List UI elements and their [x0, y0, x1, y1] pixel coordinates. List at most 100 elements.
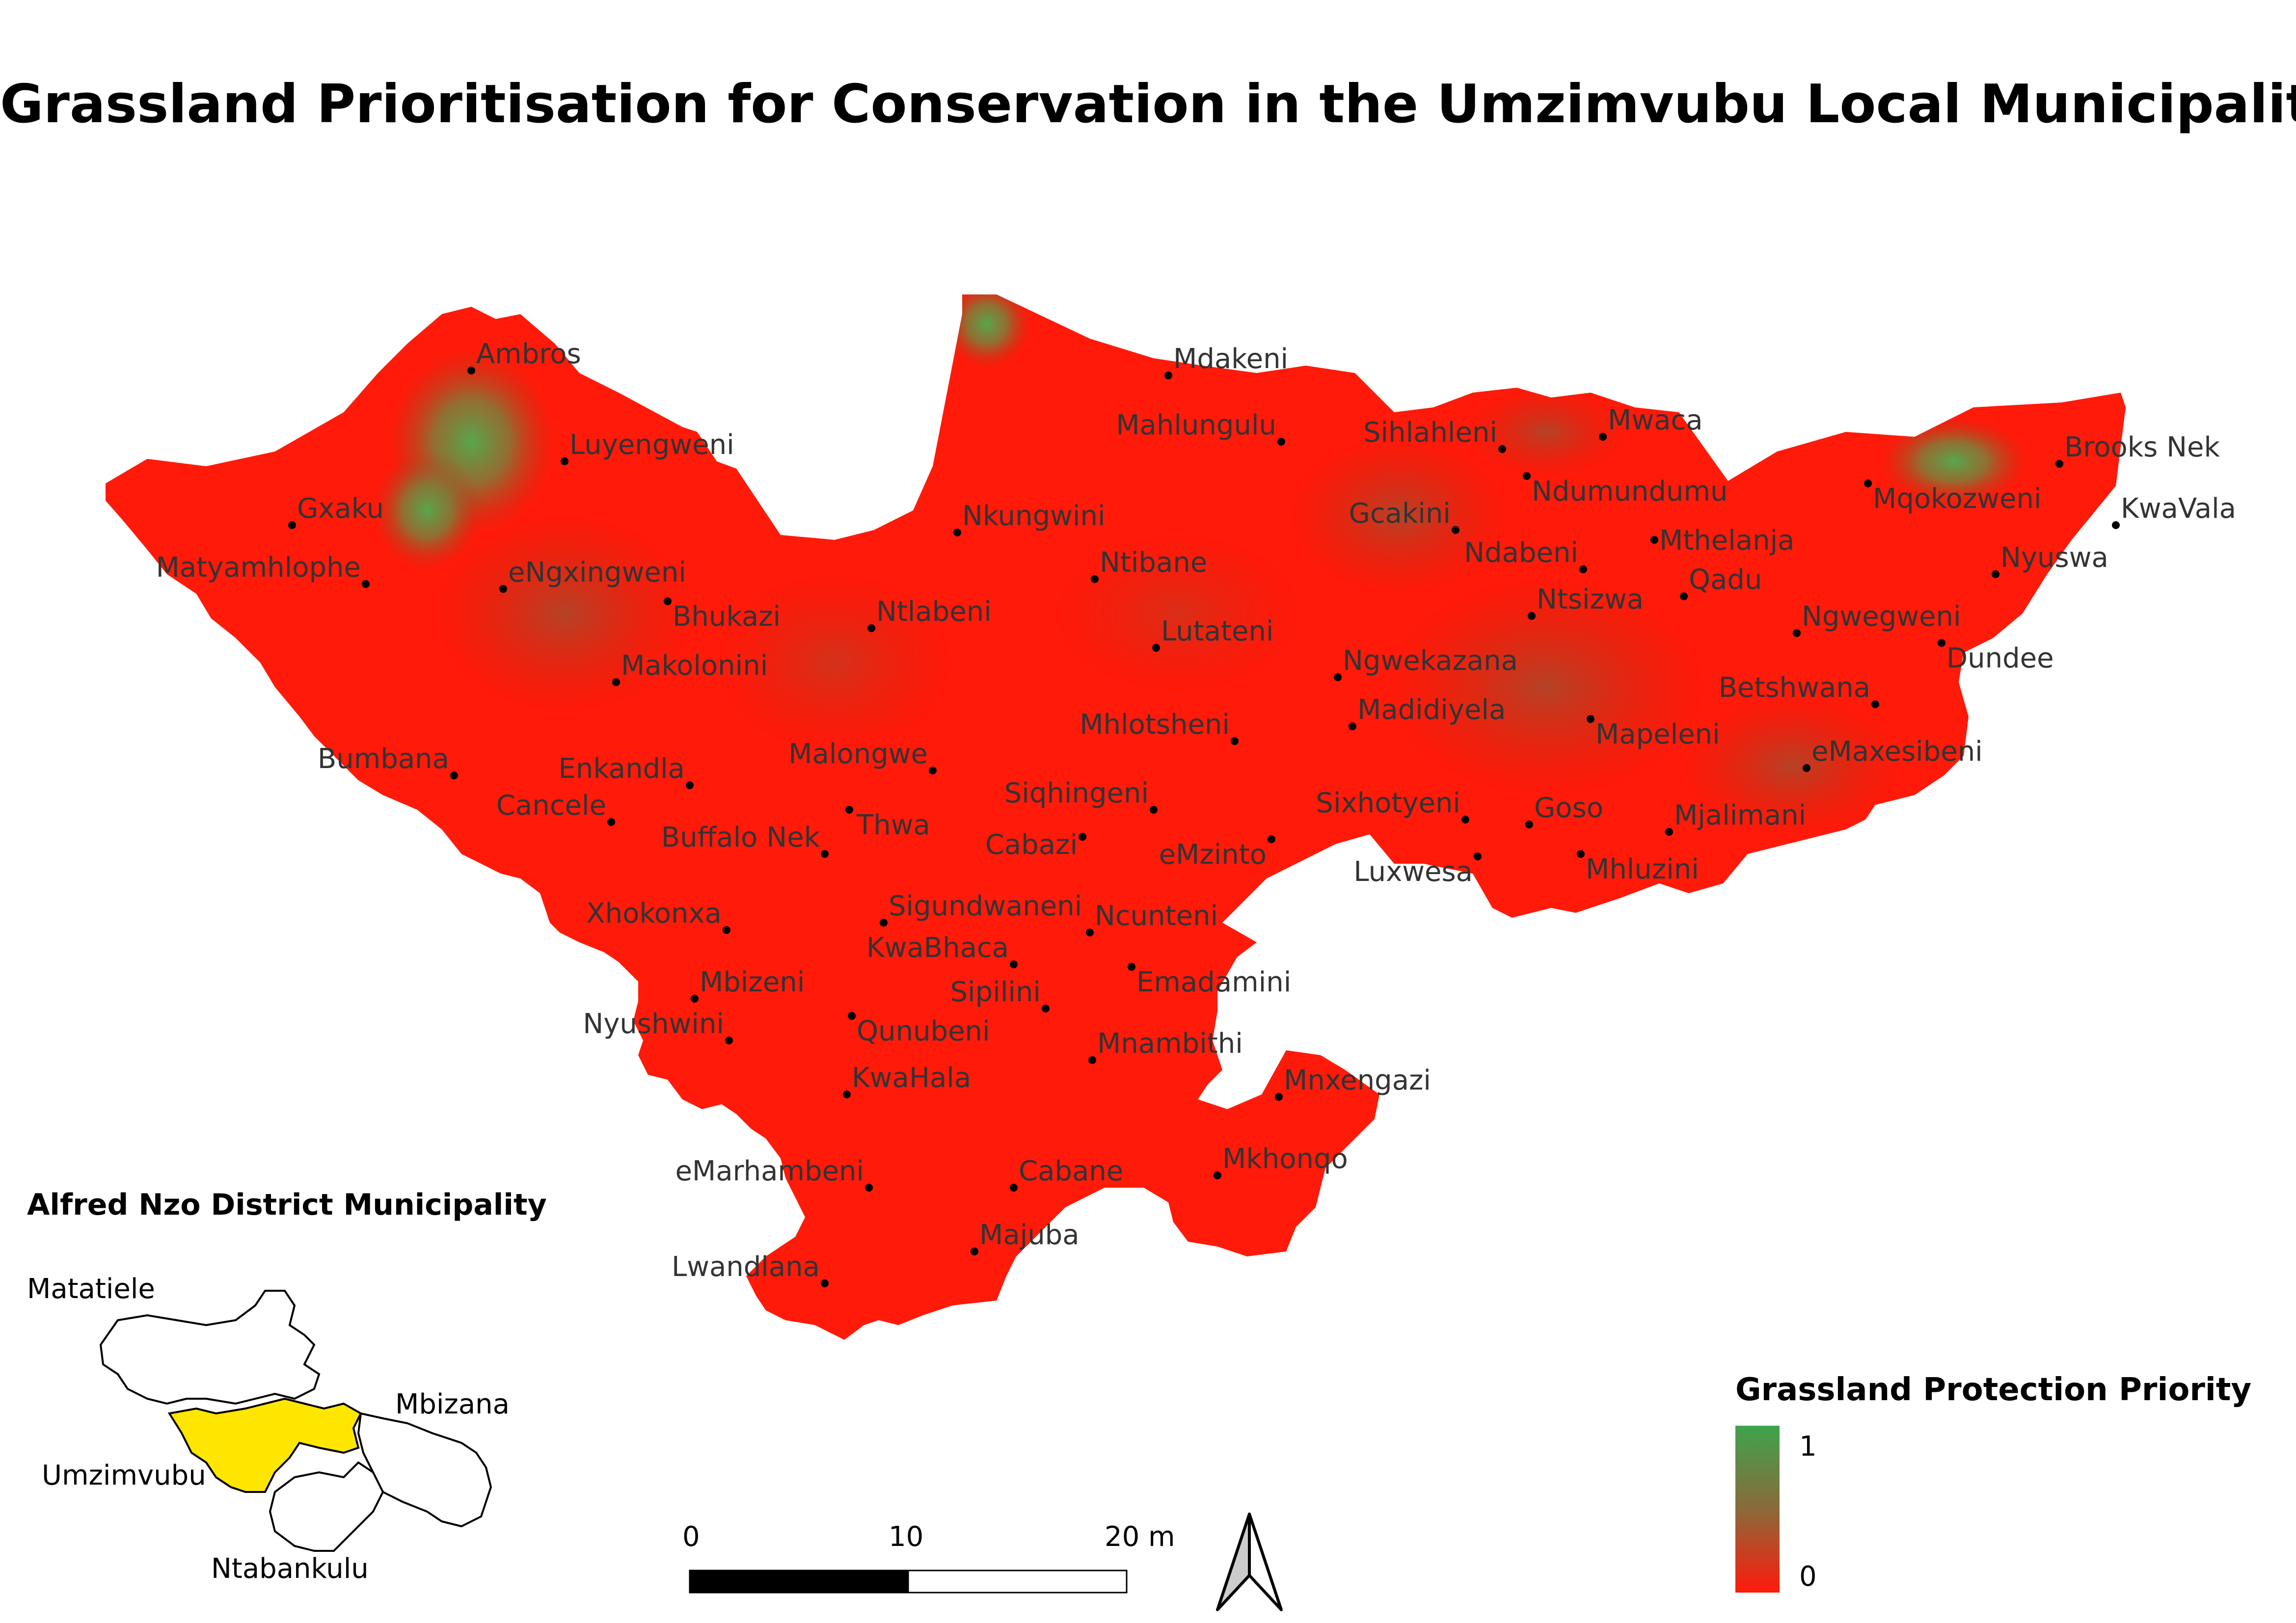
place-label: Gcakini — [1349, 498, 1451, 530]
place-label: Mkhonqo — [1222, 1143, 1348, 1175]
place-dot — [467, 367, 475, 374]
place-marker: Majuba — [971, 1219, 1080, 1255]
place-marker: Matyamhlophe — [156, 552, 370, 588]
place-marker: Thwa — [845, 806, 930, 841]
place-label: Mnxengazi — [1284, 1064, 1431, 1096]
place-dot — [664, 597, 672, 605]
place-dot — [2112, 521, 2120, 529]
place-dot — [1650, 536, 1658, 544]
place-dot — [612, 678, 620, 686]
place-marker: Mdakeni — [1164, 343, 1288, 379]
place-marker: Dundee — [1938, 639, 2054, 674]
place-marker: Sixhotyeni — [1316, 787, 1469, 824]
place-marker: Betshwana — [1719, 672, 1879, 708]
place-dot — [953, 529, 961, 536]
place-label: KwaBhaca — [866, 932, 1009, 964]
inset-mbizana — [357, 1412, 492, 1528]
place-marker: Sipilini — [950, 976, 1050, 1012]
place-label: Ngwegweni — [1802, 601, 1961, 633]
place-marker: Mkhonqo — [1214, 1143, 1348, 1179]
place-marker: Nyuswa — [1992, 542, 2108, 578]
legend-max-label: 1 — [1799, 1431, 1817, 1463]
place-label: Mbizeni — [700, 966, 805, 998]
place-marker: eMaxesibeni — [1803, 736, 1983, 772]
scale-bar: 0 10 20 m — [682, 1521, 1175, 1594]
place-label: KwaHala — [852, 1062, 971, 1094]
place-marker: Mahlungulu — [1116, 409, 1285, 446]
place-dot — [561, 457, 568, 465]
place-marker: Siqhingeni — [1004, 777, 1158, 814]
inset-label-matatiele: Matatiele — [27, 1273, 155, 1305]
place-label: Mdakeni — [1173, 343, 1288, 375]
place-dot — [725, 1037, 733, 1044]
place-dot — [848, 1012, 856, 1020]
place-dot — [1268, 835, 1275, 843]
place-marker: Lwandlana — [672, 1251, 829, 1287]
place-marker: KwaBhaca — [866, 932, 1018, 968]
place-label: Mthelanja — [1659, 525, 1794, 557]
place-label: Luyengweni — [569, 429, 734, 461]
place-dot — [1334, 673, 1342, 681]
place-dot — [1275, 1093, 1283, 1101]
place-label: Buffalo Nek — [661, 822, 820, 853]
place-marker: Ndabeni — [1464, 537, 1587, 573]
place-dot — [1803, 764, 1810, 772]
place-label: Mnambithi — [1097, 1028, 1243, 1060]
place-dot — [880, 919, 888, 927]
place-marker: Nkungwini — [953, 500, 1106, 536]
inset-ntabankulu — [269, 1461, 384, 1552]
place-dot — [1528, 612, 1536, 620]
inset-title: Alfred Nzo District Municipality — [27, 1188, 547, 1222]
place-label: Nyuswa — [2000, 542, 2108, 574]
place-marker: KwaVala — [2112, 493, 2236, 529]
inset-label-umzimvubu: Umzimvubu — [42, 1460, 206, 1491]
place-marker: Lutateni — [1152, 615, 1273, 652]
place-dot — [1150, 806, 1158, 814]
place-marker: Makolonini — [612, 650, 768, 686]
place-dot — [845, 806, 853, 814]
place-marker: Ntlabeni — [867, 596, 992, 632]
place-marker: Mqokozweni — [1864, 479, 2042, 515]
place-marker: Luxwesa — [1353, 852, 1482, 888]
place-dot — [1577, 850, 1585, 858]
place-label: Madidiyela — [1357, 694, 1506, 726]
scale-bar-white-segment — [907, 1570, 1128, 1594]
place-marker: KwaHala — [843, 1062, 971, 1098]
place-dot — [1277, 438, 1285, 446]
place-marker: Cabane — [1010, 1155, 1123, 1192]
place-marker: eMzinto — [1159, 835, 1275, 871]
place-dot — [1010, 960, 1018, 968]
place-label: Sihlahleni — [1363, 417, 1497, 449]
place-dot — [607, 818, 615, 826]
place-dot — [1523, 472, 1531, 480]
place-dot — [1599, 433, 1607, 441]
place-label: Ntsizwa — [1537, 584, 1644, 615]
place-label: Ambros — [476, 338, 581, 370]
place-dot — [1152, 644, 1160, 652]
scale-label-10: 10 — [889, 1521, 923, 1553]
place-dot — [1231, 737, 1239, 745]
place-dot — [691, 995, 699, 1003]
place-dot — [1128, 963, 1135, 971]
place-dot — [1452, 526, 1459, 534]
place-dot — [1680, 592, 1688, 600]
inset-umzimvubu — [167, 1397, 362, 1493]
place-dot — [1461, 816, 1469, 824]
place-markers: Ambros Luyengweni Gxaku Matyamhlophe eNgxing… — [156, 338, 2236, 1287]
place-dot — [1086, 929, 1094, 936]
place-marker: eMarhambeni — [675, 1155, 873, 1192]
place-marker: Qadu — [1680, 564, 1762, 600]
place-label: Mqokozweni — [1873, 483, 2042, 515]
place-label: Mhluzini — [1586, 853, 1699, 885]
place-dot — [1042, 1005, 1050, 1012]
place-label: Mhlotsheni — [1080, 709, 1230, 741]
place-dot — [1864, 479, 1872, 487]
scale-label-0: 0 — [682, 1521, 700, 1553]
inset-label-mbizana: Mbizana — [395, 1388, 510, 1420]
inset-map: Matatiele Mbizana Umzimvubu Ntabankulu — [27, 1273, 510, 1585]
place-marker: Mnambithi — [1088, 1028, 1243, 1064]
place-label: Qadu — [1689, 564, 1762, 596]
place-dot — [1579, 565, 1587, 573]
place-label: Betshwana — [1719, 672, 1870, 704]
place-label: Mahlungulu — [1116, 409, 1276, 441]
